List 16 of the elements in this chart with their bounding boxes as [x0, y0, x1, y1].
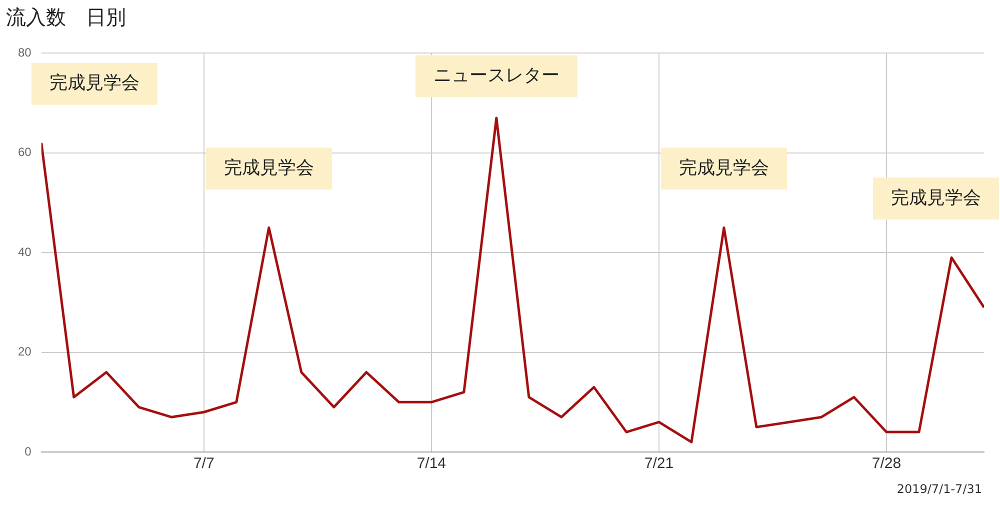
text: 2019/7/1-7/31 [896, 482, 982, 496]
y-tick-label: 0 [24, 444, 32, 458]
x-tick-label: 7/28 [872, 455, 902, 472]
chart-title: 流入数 日別 [6, 4, 126, 31]
annotation: ニュースレター [433, 64, 560, 86]
y-tick-label: 40 [18, 244, 32, 259]
y-tick-label: 60 [18, 145, 32, 160]
x-tick-label: 7/7 [193, 455, 214, 472]
x-tick-label: 7/21 [644, 455, 674, 472]
annotation: 完成見学会 [224, 157, 314, 178]
annotation: 完成見学会 [678, 157, 769, 178]
annotation: 完成見学会 [49, 72, 140, 94]
y-tick-label: 20 [18, 344, 32, 359]
annotation: 完成見学会 [891, 187, 981, 208]
y-tick-label: 80 [18, 46, 32, 60]
x-tick-label: 7/14 [416, 455, 446, 472]
